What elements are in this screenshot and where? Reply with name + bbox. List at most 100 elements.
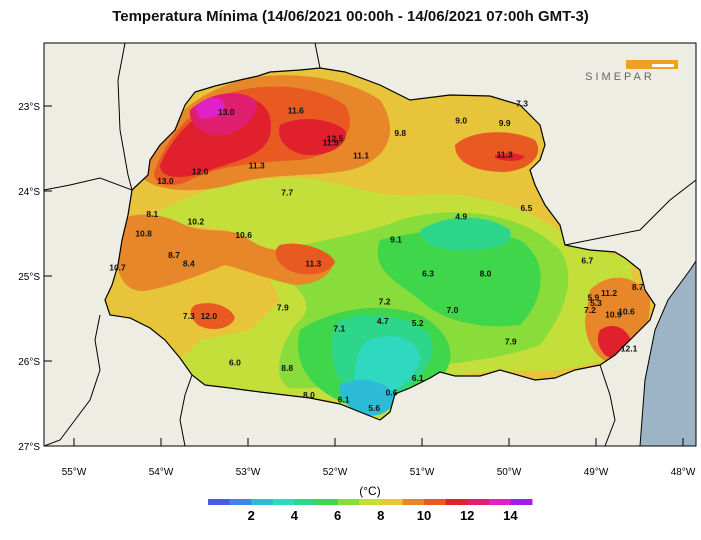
station-value: 0.6 <box>386 387 398 397</box>
colorbar-tick-label: 6 <box>334 508 341 523</box>
station-value: 12.0 <box>192 166 209 176</box>
station-value: 6.1 <box>412 373 424 383</box>
lat-tick-label: 27°S <box>18 442 40 453</box>
plot-frame <box>43 42 697 447</box>
station-value: 11.3 <box>305 258 321 268</box>
state-border <box>104 67 656 421</box>
station-value: 4.9 <box>455 212 467 222</box>
colorbar-swatch <box>510 499 533 505</box>
station-value: 7.3 <box>516 98 528 108</box>
ocean <box>640 261 696 446</box>
station-value: 6.7 <box>581 256 593 266</box>
station-value: 11.6 <box>288 105 304 115</box>
colorbar-swatch <box>208 499 231 505</box>
colorbar-swatch <box>359 499 382 505</box>
station-value: 10.6 <box>618 307 635 317</box>
colorbar-tick-label: 10 <box>417 508 431 523</box>
station-value: 4.7 <box>377 316 389 326</box>
lon-tick-label: 52°W <box>323 467 348 478</box>
colorbar-swatch <box>424 499 447 505</box>
lon-tick-label: 48°W <box>671 467 696 478</box>
colorbar-swatch <box>445 499 468 505</box>
coastline <box>639 260 696 446</box>
station-value: 9.9 <box>499 118 511 128</box>
colorbar: (°C) 2 4 6 8 10 12 14 <box>208 484 533 523</box>
station-value: 11.9 <box>323 138 339 148</box>
station-value: 8.4 <box>183 258 195 268</box>
colorbar-swatch <box>380 499 403 505</box>
station-value: 10.2 <box>188 217 205 227</box>
station-value: 13.0 <box>218 107 235 117</box>
station-value: 6.0 <box>229 358 241 368</box>
station-value: 12.0 <box>201 311 218 321</box>
colorbar-swatch <box>251 499 274 505</box>
map-title: Temperatura Mínima (14/06/2021 00:00h - … <box>112 8 589 25</box>
station-value: 7.0 <box>447 305 459 315</box>
colorbar-swatch <box>467 499 490 505</box>
station-value: 6.1 <box>338 394 350 404</box>
station-value: 5.9 <box>587 292 599 302</box>
station-value: 9.1 <box>390 234 402 244</box>
station-labels: 13.0 11.6 7.3 9.0 9.9 12.511.9 9.8 11.1 11.3 11.3… <box>109 98 644 412</box>
station-value: 8.0 <box>303 390 315 400</box>
station-value: 6.5 <box>520 203 532 213</box>
station-value: 5.6 <box>368 403 380 413</box>
station-value: 6.3 <box>422 268 434 278</box>
station-value: 8.8 <box>281 363 293 373</box>
colorbar-swatch <box>337 499 360 505</box>
station-value: 12.1 <box>621 343 638 353</box>
station-value: 8.1 <box>146 209 158 219</box>
axis-ticks: 23°S 24°S 25°S 26°S 27°S 55°W 54°W 53°W 52°W 51°W… <box>18 102 696 478</box>
station-value: 10.7 <box>109 263 126 273</box>
lon-tick-label: 54°W <box>149 467 174 478</box>
station-value: 7.9 <box>277 302 289 312</box>
station-value: 9.8 <box>394 128 406 138</box>
station-value: 11.1 <box>353 150 369 160</box>
colorbar-swatch <box>294 499 317 505</box>
colorbar-label: (°C) <box>359 484 380 498</box>
station-value: 10.6 <box>235 230 252 240</box>
station-value: 5.3 <box>590 298 602 308</box>
station-value: 7.2 <box>379 297 391 307</box>
station-value: 7.9 <box>505 336 517 346</box>
colorbar-swatch <box>402 499 425 505</box>
lon-tick-label: 51°W <box>410 467 435 478</box>
station-value: 11.2 <box>601 288 617 298</box>
station-value: 7.3 <box>183 311 195 321</box>
station-value: 10.8 <box>135 229 152 239</box>
lat-tick-label: 25°S <box>18 272 40 283</box>
station-value: 10.9 <box>605 309 622 319</box>
colorbar-tick-label: 12 <box>460 508 474 523</box>
lon-tick-label: 53°W <box>236 467 261 478</box>
station-value: 7.7 <box>281 188 293 198</box>
simepar-logo: SIMEPAR <box>585 60 678 83</box>
station-value: 12.5 <box>327 133 344 143</box>
station-value: 11.3 <box>249 161 265 171</box>
station-value: 8.0 <box>480 268 492 278</box>
colorbar-tick-label: 4 <box>291 508 299 523</box>
station-value: 5.2 <box>412 318 424 328</box>
station-value: 7.2 <box>584 305 596 315</box>
station-value: 8.7 <box>632 282 644 292</box>
temperature-field <box>105 68 655 420</box>
colorbar-swatch <box>488 499 511 505</box>
lat-tick-label: 23°S <box>18 102 40 113</box>
station-value: 7.1 <box>333 324 345 334</box>
lat-tick-label: 26°S <box>18 357 40 368</box>
colorbar-tick-label: 14 <box>503 508 518 523</box>
colorbar-swatch <box>316 499 339 505</box>
station-value: 11.3 <box>497 149 513 159</box>
colorbar-tick-label: 8 <box>377 508 384 523</box>
lon-tick-label: 49°W <box>584 467 609 478</box>
logo-text: SIMEPAR <box>585 71 655 83</box>
colorbar-swatch <box>272 499 295 505</box>
station-value: 13.0 <box>157 176 174 186</box>
lat-tick-label: 24°S <box>18 187 40 198</box>
colorbar-tick-label: 2 <box>248 508 255 523</box>
lon-tick-label: 55°W <box>62 467 87 478</box>
station-value: 8.7 <box>168 250 180 260</box>
neighbor-borders <box>44 43 696 446</box>
lon-tick-label: 50°W <box>497 467 522 478</box>
colorbar-swatch <box>229 499 252 505</box>
